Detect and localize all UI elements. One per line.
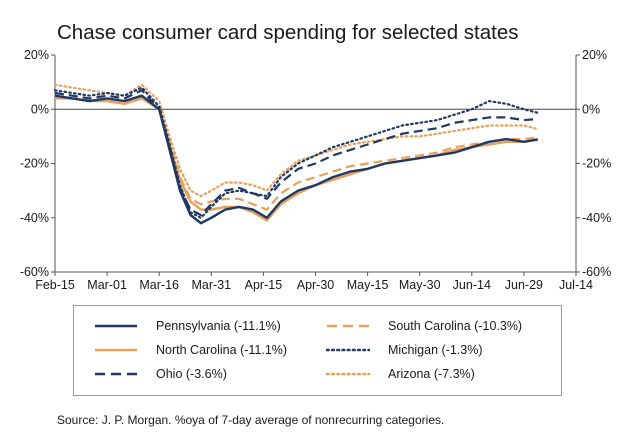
x-tick-label: May-15 (347, 278, 389, 292)
source-note: Source: J. P. Morgan. %oya of 7-day aver… (57, 413, 445, 427)
legend-item: Michigan (-1.3%) (326, 339, 482, 361)
y-tick-label-right: -40% (582, 211, 611, 225)
legend-item: Pennsylvania (-11.1%) (94, 315, 281, 337)
y-tick-label-left: -60% (20, 265, 49, 279)
x-tick-label: Mar-31 (192, 278, 232, 292)
legend-label: Ohio (-3.6%) (156, 367, 227, 381)
x-tick-label: Jun-29 (505, 278, 543, 292)
x-tick-label: Jun-14 (453, 278, 491, 292)
y-tick-label-left: -20% (20, 157, 49, 171)
x-tick-label: Mar-01 (87, 278, 127, 292)
series-line-pennsylvania (54, 94, 539, 225)
legend-swatch (95, 324, 137, 328)
y-tick-label-right: 20% (582, 48, 607, 62)
legend-label: Arizona (-7.3%) (388, 367, 475, 381)
series-line-michigan (53, 86, 539, 219)
plot-area: 20%0%-20%-40%-60%20%0%-20%-40%-60%Feb-15… (20, 48, 611, 292)
legend-swatch (326, 348, 370, 352)
x-tick-label: Apr-30 (297, 278, 335, 292)
legend-item: Arizona (-7.3%) (326, 363, 475, 385)
y-tick-label-left: 20% (24, 48, 49, 62)
series-line-north-carolina (55, 97, 539, 222)
y-tick-label-right: 0% (582, 102, 600, 116)
legend-swatch (95, 348, 137, 352)
legend-swatch (326, 372, 370, 376)
y-tick-label-left: -40% (20, 211, 49, 225)
x-tick-label: Jul-14 (559, 278, 593, 292)
legend-label: North Carolina (-11.1%) (156, 343, 288, 357)
legend-item: South Carolina (-10.3%) (326, 315, 522, 337)
x-tick-label: May-30 (399, 278, 441, 292)
legend: Pennsylvania (-11.1%) North Carolina (-11… (73, 305, 562, 396)
x-tick-label: Mar-16 (139, 278, 179, 292)
legend-item: Ohio (-3.6%) (94, 363, 227, 385)
y-tick-label-right: -20% (582, 157, 611, 171)
y-tick-label-left: 0% (31, 102, 49, 116)
legend-swatch (327, 324, 369, 328)
legend-swatch (95, 372, 137, 376)
legend-label: Michigan (-1.3%) (388, 343, 483, 357)
legend-item: North Carolina (-11.1%) (94, 339, 287, 361)
series-line-arizona (53, 83, 539, 198)
legend-label: South Carolina (-10.3%) (388, 319, 523, 333)
chart-title: Chase consumer card spending for selecte… (57, 21, 519, 44)
legend-label: Pennsylvania (-11.1%) (156, 319, 281, 333)
y-tick-label-right: -60% (582, 265, 611, 279)
x-tick-label: Apr-15 (245, 278, 283, 292)
x-tick-label: Feb-15 (35, 278, 75, 292)
